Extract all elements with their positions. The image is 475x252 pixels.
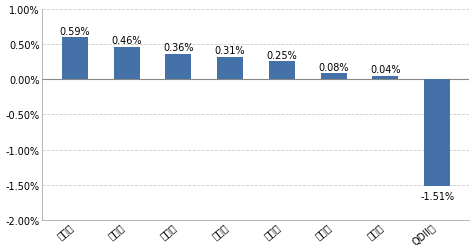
Bar — [269, 62, 295, 80]
Text: 0.59%: 0.59% — [59, 27, 90, 37]
Text: 0.31%: 0.31% — [215, 46, 245, 56]
Text: -1.51%: -1.51% — [420, 191, 454, 201]
Bar — [217, 58, 243, 80]
Bar — [424, 80, 450, 186]
Text: 0.25%: 0.25% — [266, 50, 297, 60]
Bar — [372, 77, 398, 80]
Bar — [114, 47, 140, 80]
Text: 0.08%: 0.08% — [318, 62, 349, 72]
Text: 0.04%: 0.04% — [370, 65, 400, 75]
Text: 0.46%: 0.46% — [111, 36, 142, 46]
Bar — [165, 54, 191, 80]
Text: 0.36%: 0.36% — [163, 43, 194, 53]
Bar — [62, 38, 88, 80]
Bar — [321, 74, 347, 80]
